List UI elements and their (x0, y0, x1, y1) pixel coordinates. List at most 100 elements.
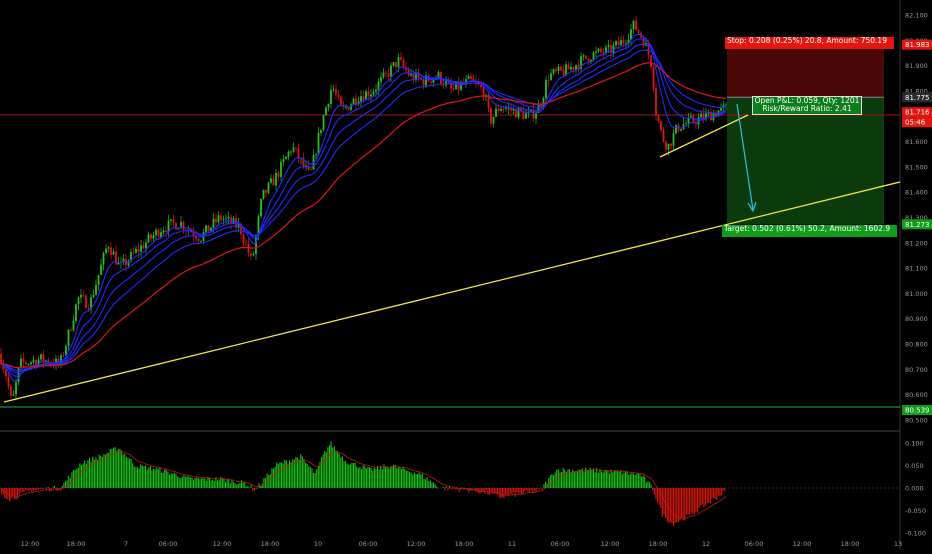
candle (653, 67, 655, 88)
open-pl-label[interactable]: Open P&L: 0.059, Qty: 1201 Risk/Reward R… (752, 96, 862, 115)
histogram-bar (423, 479, 424, 488)
histogram-bar (502, 488, 503, 497)
candle (395, 62, 397, 67)
histogram-bar (300, 454, 301, 488)
histogram-bar (347, 464, 348, 488)
histogram-bar (537, 488, 538, 489)
histogram-bar (81, 465, 82, 488)
histogram-bar (419, 472, 420, 488)
histogram-bar (268, 475, 269, 488)
histogram-bar (375, 469, 376, 488)
candle (363, 96, 365, 100)
candle (570, 67, 572, 69)
candle (320, 130, 322, 133)
histogram-bar (628, 474, 629, 488)
histogram-bar (607, 470, 608, 488)
stop-zone (727, 45, 884, 98)
histogram-bar (599, 469, 600, 488)
candle (665, 141, 667, 149)
histogram-bar (379, 469, 380, 488)
histogram-bar (132, 463, 133, 488)
candle (388, 73, 390, 77)
candle (383, 73, 385, 78)
histogram-bar (689, 488, 690, 514)
histogram-bar (131, 459, 132, 488)
histogram-bar (383, 464, 384, 488)
histogram-bar (443, 487, 444, 488)
candle (603, 52, 605, 53)
histogram-bar (342, 456, 343, 488)
histogram-bar (617, 471, 618, 488)
histogram-bar (417, 474, 418, 488)
histogram-bar (302, 456, 303, 488)
stop-loss-label[interactable]: Stop: 0.208 (0.25%) 20.8, Amount: 750.19 (725, 37, 894, 49)
histogram-bar (675, 488, 676, 523)
candle (595, 51, 597, 52)
histogram-bar (366, 468, 367, 488)
histogram-bar (231, 480, 232, 488)
histogram-bar (246, 487, 247, 488)
candle (540, 105, 542, 107)
histogram-bar (593, 468, 594, 488)
histogram-bar (230, 483, 231, 488)
candle (83, 295, 85, 296)
candle (453, 88, 455, 89)
candle (215, 219, 217, 223)
histogram-bar (711, 488, 712, 499)
histogram-bar (340, 458, 341, 488)
histogram-bar (539, 488, 540, 489)
histogram-bar (115, 447, 116, 488)
histogram-bar (604, 471, 605, 488)
candle (70, 330, 72, 331)
candle (283, 159, 285, 161)
candle (28, 364, 30, 365)
histogram-bar (177, 476, 178, 488)
candle (310, 169, 312, 170)
histogram-bar (326, 452, 327, 488)
time-tick-label: 13 (894, 540, 902, 548)
histogram-bar (171, 473, 172, 488)
histogram-bar (23, 488, 24, 491)
histogram-bar (92, 457, 93, 488)
candle (278, 173, 280, 177)
histogram-bar (631, 472, 632, 488)
candle (0, 354, 2, 364)
candle (675, 125, 677, 133)
histogram-bar (158, 469, 159, 488)
histogram-bar (217, 481, 218, 488)
histogram-bar (227, 479, 228, 488)
histogram-bar (649, 482, 650, 488)
histogram-bar (102, 457, 103, 488)
histogram-bar (195, 478, 196, 488)
candle (668, 144, 670, 150)
histogram-bar (211, 481, 212, 488)
candle (135, 249, 137, 253)
histogram-bar (22, 488, 23, 492)
histogram-bar (299, 460, 300, 488)
take-profit-label[interactable]: Target: 0.502 (0.61%) 50.2, Amount: 1602… (722, 225, 897, 237)
histogram-bar (505, 488, 506, 495)
candle (390, 65, 392, 76)
histogram-bar (54, 486, 55, 488)
candle (295, 148, 297, 149)
histogram-bar (596, 468, 597, 488)
histogram-bar (159, 467, 160, 488)
candle (133, 252, 135, 253)
histogram-bar (524, 488, 525, 491)
ema-line (1, 39, 726, 377)
histogram-bar (343, 461, 344, 488)
histogram-bar (567, 469, 568, 488)
histogram-bar (193, 480, 194, 488)
histogram-bar (143, 466, 144, 488)
candle (380, 77, 382, 82)
time-tick-label: 18:00 (67, 540, 86, 548)
histogram-bar (335, 450, 336, 488)
histogram-bar (531, 488, 532, 490)
histogram-bar (78, 468, 79, 488)
histogram-bar (183, 475, 184, 488)
histogram-bar (529, 488, 530, 492)
time-tick-label: 10 (314, 540, 322, 548)
candle (158, 230, 160, 237)
